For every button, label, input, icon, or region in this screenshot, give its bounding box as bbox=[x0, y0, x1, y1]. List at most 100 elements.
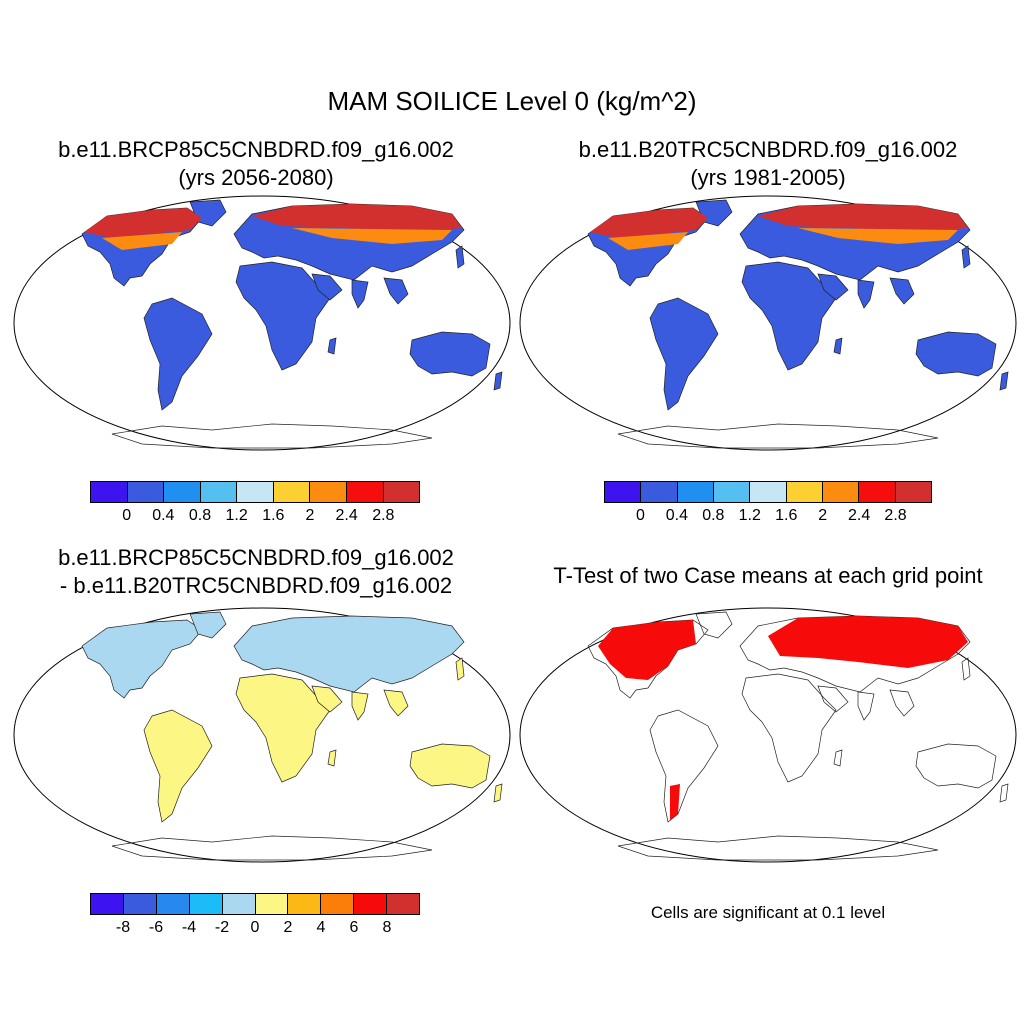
landmass-africa bbox=[741, 673, 837, 783]
colorbar-box bbox=[91, 894, 124, 914]
landmass-japan bbox=[455, 245, 465, 269]
landmass-northAmerica bbox=[81, 619, 203, 699]
main-title: MAM SOILICE Level 0 (kg/m^2) bbox=[327, 86, 697, 116]
colorbar-box bbox=[822, 482, 860, 502]
colorbar-tick-label: -2 bbox=[214, 919, 230, 936]
landmass-japan bbox=[961, 245, 971, 269]
landmass-madagascar bbox=[833, 337, 843, 355]
landmass-nz bbox=[493, 371, 503, 391]
landmass-nz bbox=[999, 783, 1009, 803]
colorbar-abs-right: 0 0.4 0.8 1.2 1.6 2 2.4 2.8 bbox=[604, 481, 932, 524]
panel-title-bottom-right: T-Test of two Case means at each grid po… bbox=[512, 562, 1024, 590]
landmass-australia bbox=[915, 331, 997, 377]
panel-title-line1: b.e11.BRCP85C5CNBDRD.f09_g16.002 bbox=[58, 137, 454, 162]
colorbar-tick-label: 0.8 bbox=[702, 507, 725, 524]
transition-band-eurasia bbox=[292, 228, 452, 244]
landmass-antarctica bbox=[617, 835, 939, 861]
landmass-antarctica bbox=[617, 423, 939, 449]
colorbar-box bbox=[200, 482, 238, 502]
colorbar-tick-label: 1.6 bbox=[775, 507, 798, 524]
colorbar-box bbox=[156, 894, 190, 914]
landmass-africa bbox=[741, 261, 837, 371]
colorbar-box bbox=[273, 482, 311, 502]
colorbar-tick-label: 0.4 bbox=[665, 507, 688, 524]
colorbar-box bbox=[91, 482, 128, 502]
landmass-madagascar bbox=[327, 337, 337, 355]
landmass-africa bbox=[235, 261, 331, 371]
colorbar-box bbox=[310, 482, 347, 502]
landmass-australia bbox=[409, 331, 491, 377]
colorbar-tick-label: 0 bbox=[635, 507, 645, 524]
landmass-arabia bbox=[817, 685, 849, 713]
panel-title-line1: T-Test of two Case means at each grid po… bbox=[553, 563, 983, 588]
colorbar-tick-label: 1.2 bbox=[738, 507, 761, 524]
colorbar-box bbox=[255, 894, 289, 914]
landmass-southAmerica bbox=[649, 297, 719, 411]
colorbar-tick-label: 1.6 bbox=[262, 507, 285, 524]
landmass-antarctica bbox=[111, 423, 433, 449]
landmass-eurasia bbox=[233, 615, 465, 693]
colorbar-box bbox=[750, 482, 787, 502]
colorbar-box bbox=[786, 482, 823, 502]
colorbar-tick-label: 2.4 bbox=[335, 507, 358, 524]
colorbar-box bbox=[387, 894, 420, 914]
colorbar-tick-label: 4 bbox=[316, 919, 326, 936]
panel-title-top-left: b.e11.BRCP85C5CNBDRD.f09_g16.002 (yrs 20… bbox=[0, 136, 512, 192]
colorbar-tick-label: 2 bbox=[283, 919, 293, 936]
colorbar-tick-label: 0 bbox=[122, 507, 132, 524]
significance-note: Cells are significant at 0.1 level bbox=[650, 903, 886, 922]
landmass-arabia bbox=[311, 685, 343, 713]
colorbar-box bbox=[641, 482, 678, 502]
landmass-greenland bbox=[695, 611, 733, 639]
frozen-soil-band-na bbox=[84, 208, 202, 238]
landmass-arabia bbox=[311, 273, 343, 301]
colorbar-box bbox=[164, 482, 201, 502]
significant-area-na bbox=[598, 620, 696, 680]
frozen-soil-band-eurasia bbox=[758, 204, 968, 232]
panel-title-bottom-left: b.e11.BRCP85C5CNBDRD.f09_g16.002 - b.e11… bbox=[0, 544, 512, 600]
landmass-india bbox=[857, 691, 875, 721]
colorbar-box bbox=[123, 894, 157, 914]
colorbar-tick-label: 2 bbox=[818, 507, 828, 524]
panel-title-line2: (yrs 1981-2005) bbox=[690, 165, 846, 190]
landmass-india bbox=[857, 279, 875, 309]
landmass-seAsia bbox=[889, 689, 915, 717]
colorbar-tick-label: -8 bbox=[115, 919, 131, 936]
colorbar-tick-label: 1.2 bbox=[225, 507, 248, 524]
landmass-madagascar bbox=[833, 749, 843, 767]
landmass-india bbox=[351, 691, 369, 721]
colorbar-tick-label: 6 bbox=[349, 919, 359, 936]
landmass-arabia bbox=[817, 273, 849, 301]
colorbar-box bbox=[713, 482, 751, 502]
panel-title-line2: - b.e11.B20TRC5CNBDRD.f09_g16.002 bbox=[59, 573, 453, 598]
landmass-japan bbox=[455, 657, 465, 681]
map-historical-soilice bbox=[519, 195, 1017, 451]
landmass-seAsia bbox=[383, 277, 409, 305]
landmass-southAmerica bbox=[143, 297, 213, 411]
landmass-madagascar bbox=[327, 749, 337, 767]
colorbar-box bbox=[859, 482, 896, 502]
frozen-soil-band-eurasia bbox=[252, 204, 462, 232]
frozen-soil-band-na bbox=[590, 208, 708, 238]
panel-title-line1: b.e11.B20TRC5CNBDRD.f09_g16.002 bbox=[578, 137, 958, 162]
colorbar-box bbox=[354, 894, 388, 914]
colorbar-tick-label: 2.4 bbox=[847, 507, 871, 524]
landmass-seAsia bbox=[383, 689, 409, 717]
panel-title-line1: b.e11.BRCP85C5CNBDRD.f09_g16.002 bbox=[58, 545, 454, 570]
colorbar-abs-left: 0 0.4 0.8 1.2 1.6 2 2.4 2.8 bbox=[90, 481, 420, 524]
colorbar-box bbox=[346, 482, 384, 502]
landmass-africa bbox=[235, 673, 331, 783]
landmass-southAmerica bbox=[143, 709, 213, 823]
map-ttest-significance bbox=[519, 607, 1017, 863]
map-difference bbox=[13, 607, 511, 863]
colorbar-box bbox=[127, 482, 165, 502]
transition-band-na bbox=[102, 232, 182, 250]
landmass-greenland bbox=[189, 611, 227, 639]
landmass-australia bbox=[915, 743, 997, 789]
colorbar-tick-label: 2 bbox=[305, 507, 315, 524]
landmass-india bbox=[351, 279, 369, 309]
colorbar-tick-label: 0.4 bbox=[152, 507, 175, 524]
colorbar-box bbox=[895, 482, 931, 502]
colorbar-box bbox=[605, 482, 642, 502]
colorbar-box bbox=[222, 894, 256, 914]
